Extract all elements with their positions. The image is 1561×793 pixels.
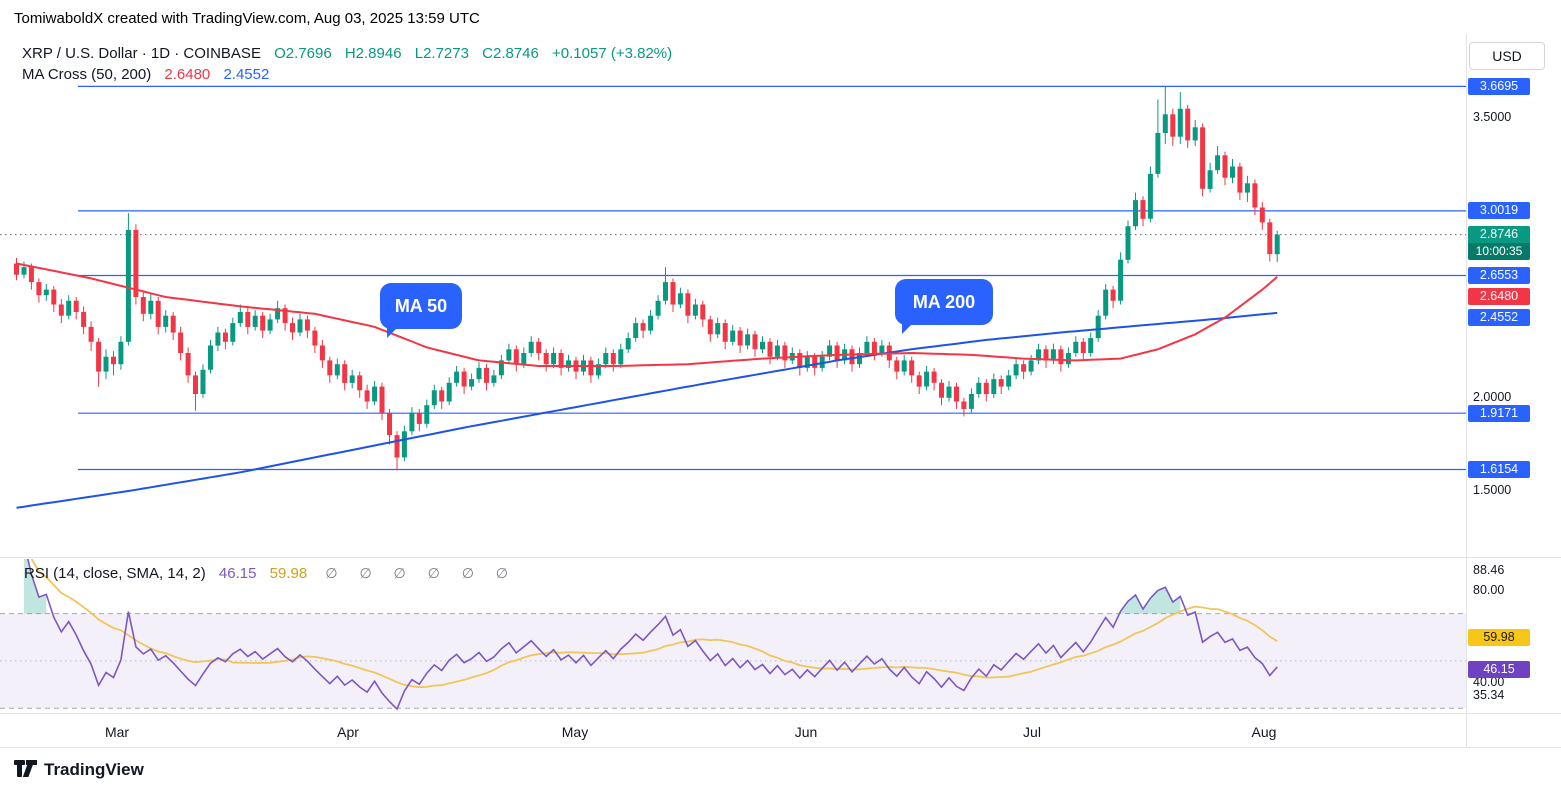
rsi-legend[interactable]: RSI (14, close, SMA, 14, 2) 46.15 59.98 … bbox=[24, 565, 517, 582]
time-axis-label: Mar bbox=[104, 724, 130, 740]
last-price-badge: 2.8746 10:00:35 bbox=[1468, 226, 1530, 260]
tradingview-logo-icon bbox=[14, 760, 37, 777]
ohlc-high: H2.8946 bbox=[344, 45, 402, 62]
time-axis-label: Jul bbox=[1023, 724, 1041, 740]
ohlc-open: O2.7696 bbox=[274, 45, 332, 62]
rsi-legend-value: 46.15 bbox=[218, 565, 257, 582]
ohlc-close: C2.8746 bbox=[482, 45, 539, 62]
rsi-axis-label: 40.00 bbox=[1473, 675, 1505, 689]
price-axis-label: 2.0000 bbox=[1473, 390, 1512, 404]
rsi-legend-label: RSI (14, close, SMA, 14, 2) bbox=[24, 565, 206, 582]
ma50-legend-value: 2.6480 bbox=[164, 66, 211, 83]
tradingview-logo[interactable]: TradingView bbox=[14, 760, 144, 780]
ma50-annotation-pill[interactable]: MA 50 bbox=[380, 283, 462, 338]
price-axis-separator bbox=[1466, 34, 1467, 747]
ma200-price-badge: 2.4552 bbox=[1468, 309, 1530, 326]
last-price-value: 2.8746 bbox=[1468, 226, 1530, 243]
ma50-price-badge: 2.6480 bbox=[1468, 288, 1530, 305]
rsi-sma-legend-value: 59.98 bbox=[269, 565, 308, 582]
time-axis-label: Jun bbox=[794, 724, 818, 740]
symbol-title: XRP / U.S. Dollar · 1D · COINBASE bbox=[22, 45, 261, 62]
rsi-hidden-values: ∅ ∅ ∅ ∅ ∅ ∅ bbox=[325, 565, 517, 581]
ma-cross-label: MA Cross (50, 200) bbox=[22, 66, 152, 83]
rsi-value-badge: 46.15 bbox=[1468, 661, 1530, 678]
symbol-legend[interactable]: XRP / U.S. Dollar · 1D · COINBASE O2.769… bbox=[22, 45, 672, 62]
rsi-sma-badge: 59.98 bbox=[1468, 629, 1530, 646]
header-credit: TomiwaboldX created with TradingView.com… bbox=[14, 10, 480, 27]
rsi-axis-label: 88.46 bbox=[1473, 563, 1505, 577]
ohlc-low: L2.7273 bbox=[414, 45, 469, 62]
time-axis-label: Apr bbox=[337, 724, 359, 740]
price-level-badge: 1.9171 bbox=[1468, 405, 1530, 422]
currency-button[interactable]: USD bbox=[1469, 42, 1545, 70]
price-axis-label: 1.5000 bbox=[1473, 483, 1512, 497]
price-change: +0.1057 (+3.82%) bbox=[552, 45, 673, 62]
price-level-badge: 1.6154 bbox=[1468, 461, 1530, 478]
ma-cross-legend[interactable]: MA Cross (50, 200) 2.6480 2.4552 bbox=[22, 66, 269, 83]
rsi-axis-label: 80.00 bbox=[1473, 583, 1505, 597]
rsi-axis-label: 35.34 bbox=[1473, 688, 1505, 702]
price-axis-label: 3.5000 bbox=[1473, 110, 1512, 124]
ma200-annotation-pill[interactable]: MA 200 bbox=[895, 279, 993, 334]
price-level-badge: 2.6553 bbox=[1468, 267, 1530, 284]
bottom-separator bbox=[0, 747, 1561, 748]
brand-text: TradingView bbox=[44, 760, 144, 779]
price-level-badge: 3.0019 bbox=[1468, 202, 1530, 219]
time-axis-label: May bbox=[561, 724, 589, 740]
ma200-legend-value: 2.4552 bbox=[223, 66, 270, 83]
bar-countdown: 10:00:35 bbox=[1468, 243, 1530, 260]
time-axis-label: Aug bbox=[1251, 724, 1277, 740]
price-level-badge: 3.6695 bbox=[1468, 78, 1530, 95]
time-axis-separator bbox=[0, 713, 1561, 714]
pane-separator[interactable] bbox=[0, 557, 1561, 558]
